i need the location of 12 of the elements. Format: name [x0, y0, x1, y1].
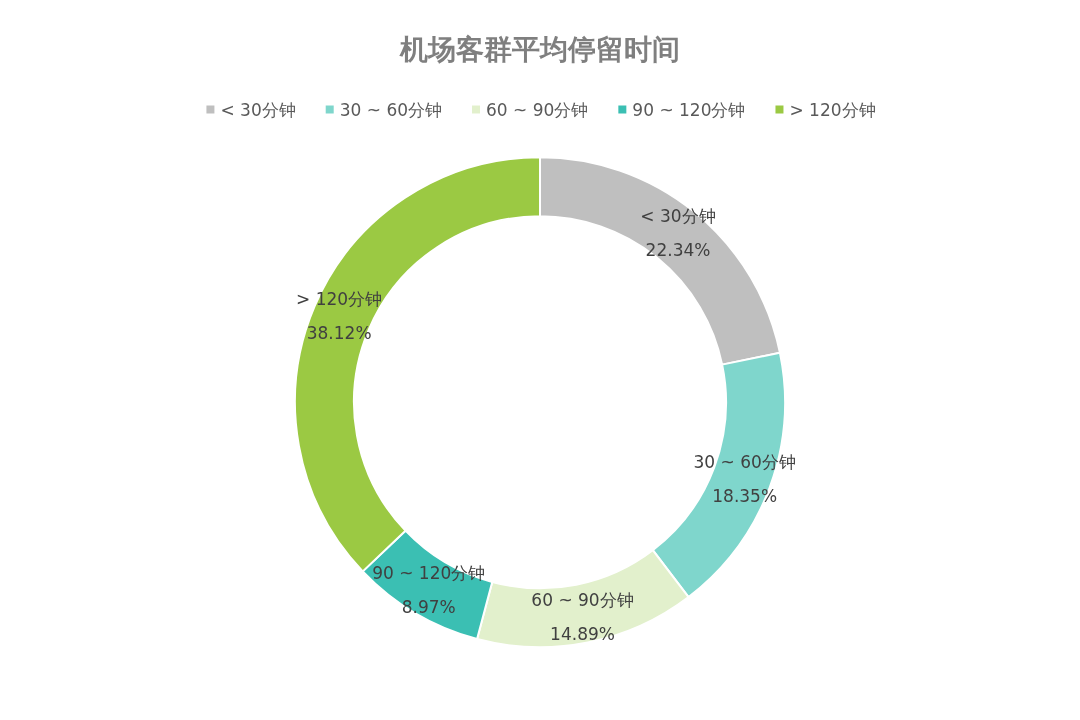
legend-label: > 120分钟: [789, 99, 876, 120]
data-label: 8.97%: [401, 597, 456, 618]
legend-label: 30 ~ 60分钟: [339, 99, 443, 120]
data-label: 14.89%: [550, 623, 615, 644]
slice-label: < 30分钟: [640, 205, 716, 226]
slice-label: > 120分钟: [296, 289, 383, 310]
legend-label: < 30分钟: [220, 99, 296, 120]
data-label: 22.34%: [645, 239, 711, 260]
chart-title: 机场客群平均停留时间: [399, 32, 680, 66]
slice-label: 60 ~ 90分钟: [531, 589, 634, 610]
legend-label: 60 ~ 90分钟: [486, 99, 589, 120]
legend-label: 90 ~ 120分钟: [632, 99, 746, 120]
